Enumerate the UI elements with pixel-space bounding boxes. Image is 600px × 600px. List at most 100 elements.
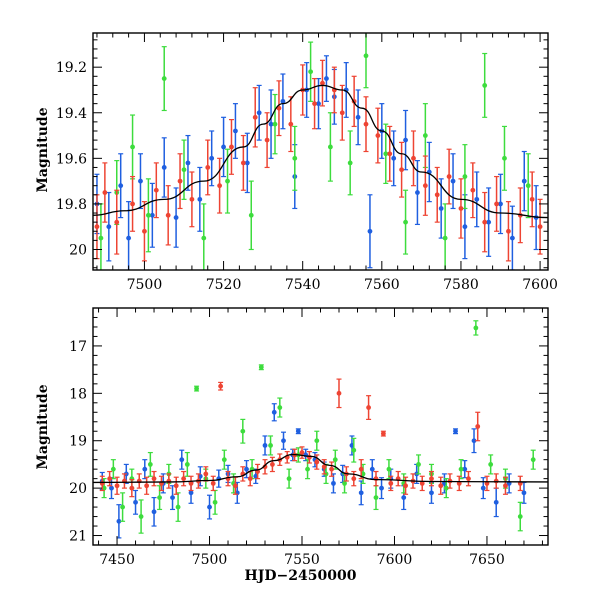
top-y-axis-label: Magnitude xyxy=(35,107,51,192)
top-panel-frame xyxy=(92,32,549,271)
bottom-y-tick-label-4: 21 xyxy=(69,529,87,545)
top-point-2-35 xyxy=(505,201,511,262)
top-series-2 xyxy=(94,59,543,262)
bottom-point-1-2 xyxy=(120,492,126,522)
bottom-point-1-36 xyxy=(473,320,479,336)
top-point-2-15 xyxy=(276,80,282,137)
bottom-point-2-44 xyxy=(428,470,434,487)
top-point-2-37 xyxy=(529,171,535,228)
bottom-point-0-39 xyxy=(471,428,477,454)
bottom-point-1-40 xyxy=(530,449,536,470)
bottom-point-0-16 xyxy=(244,460,250,479)
top-panel: Magnitude 7500 7520 7540 7560 7580 7600 19.2 19… xyxy=(35,32,558,293)
bottom-point-0-2 xyxy=(116,504,122,539)
bottom-point-2-5 xyxy=(136,473,142,489)
bottom-point-1-37 xyxy=(488,454,494,475)
top-point-1-2 xyxy=(130,114,136,180)
top-point-0-9 xyxy=(197,166,203,232)
bottom-point-2-1 xyxy=(107,470,113,487)
top-point-2-32 xyxy=(470,162,476,219)
bottom-point-2-52 xyxy=(502,476,508,495)
top-point-0-20 xyxy=(323,55,329,102)
top-point-2-25 xyxy=(387,125,393,182)
bottom-point-2-43 xyxy=(419,475,425,492)
bottom-point-1-18 xyxy=(268,435,274,456)
bottom-point-0-13 xyxy=(216,469,222,488)
bottom-point-1-23 xyxy=(314,430,320,451)
bottom-point-1-32 xyxy=(416,454,422,475)
bottom-point-1-35 xyxy=(458,459,464,480)
top-point-0-2 xyxy=(118,153,124,219)
bottom-point-0-12 xyxy=(207,494,213,520)
bottom-point-2-35 xyxy=(358,459,364,480)
top-point-2-29 xyxy=(434,166,440,223)
bottom-x-tick-label-3: 7600 xyxy=(377,552,413,568)
top-point-2-2 xyxy=(114,189,120,255)
top-y-tick-label-1: 19.4 xyxy=(56,106,87,122)
top-point-0-37 xyxy=(521,150,527,212)
top-point-1-21 xyxy=(501,125,507,191)
top-point-2-3 xyxy=(130,175,136,232)
top-point-1-8 xyxy=(248,180,254,251)
top-x-tick-label-1: 7520 xyxy=(206,277,242,293)
bottom-point-2-23 xyxy=(269,456,275,473)
bottom-y-tick-label-3: 20 xyxy=(69,481,87,497)
bottom-plot-area xyxy=(93,320,548,539)
bottom-point-1-9 xyxy=(184,451,190,477)
top-point-2-20 xyxy=(331,66,337,114)
top-series-0 xyxy=(94,55,539,270)
top-point-0-1 xyxy=(106,191,112,262)
top-point-0-36 xyxy=(509,205,515,270)
bottom-point-1-20 xyxy=(286,468,292,489)
bottom-point-1-26 xyxy=(342,473,348,494)
bottom-point-2-27 xyxy=(299,446,305,459)
top-point-0-4 xyxy=(137,153,143,210)
bottom-point-0-40 xyxy=(480,477,486,500)
bottom-point-0-4 xyxy=(133,489,139,515)
top-point-2-9 xyxy=(205,139,211,196)
bottom-point-2-2 xyxy=(114,476,120,495)
bottom-point-2-49 xyxy=(475,411,481,442)
top-point-0-16 xyxy=(280,73,286,130)
top-point-1-3 xyxy=(145,178,151,253)
top-point-2-33 xyxy=(482,191,488,253)
top-point-2-16 xyxy=(288,96,294,153)
top-point-2-1 xyxy=(102,162,108,223)
top-y-tick-label-2: 19.6 xyxy=(56,151,87,167)
top-point-0-15 xyxy=(268,89,274,159)
top-point-1-7 xyxy=(225,148,231,214)
top-y-tick-label-0: 19.2 xyxy=(56,60,87,76)
bottom-point-2-38 xyxy=(380,430,386,437)
top-point-0-26 xyxy=(391,130,397,187)
top-point-2-27 xyxy=(410,130,416,187)
bottom-point-0-5 xyxy=(142,459,148,480)
bottom-point-0-30 xyxy=(369,459,375,480)
top-point-2-34 xyxy=(494,175,500,232)
bottom-point-1-13 xyxy=(221,449,227,470)
bottom-point-2-53 xyxy=(517,475,523,492)
top-point-1-6 xyxy=(201,203,207,270)
top-point-0-8 xyxy=(185,134,191,191)
bottom-series-1 xyxy=(101,320,536,534)
top-point-0-12 xyxy=(232,103,238,159)
top-point-0-14 xyxy=(256,84,262,141)
top-point-2-21 xyxy=(339,84,345,141)
bottom-panel: Magnitude HJD−2450000 7450 7500 7550 7600 76… xyxy=(35,307,549,584)
bottom-point-2-6 xyxy=(144,476,150,495)
top-point-1-22 xyxy=(525,153,531,219)
bottom-point-0-43 xyxy=(521,481,527,504)
bottom-point-1-6 xyxy=(157,485,163,511)
bottom-point-0-41 xyxy=(493,487,499,518)
bottom-point-1-10 xyxy=(194,385,200,392)
bottom-point-2-11 xyxy=(181,470,187,487)
bottom-y-tick-label-1: 18 xyxy=(69,386,87,402)
bottom-point-2-29 xyxy=(314,454,320,470)
bottom-point-2-37 xyxy=(373,470,379,487)
top-point-2-38 xyxy=(537,198,543,255)
bottom-point-2-36 xyxy=(366,395,372,420)
bottom-point-0-20 xyxy=(281,431,287,450)
top-point-0-27 xyxy=(403,109,409,171)
bottom-point-2-20 xyxy=(247,470,253,487)
bottom-point-1-15 xyxy=(240,418,246,444)
